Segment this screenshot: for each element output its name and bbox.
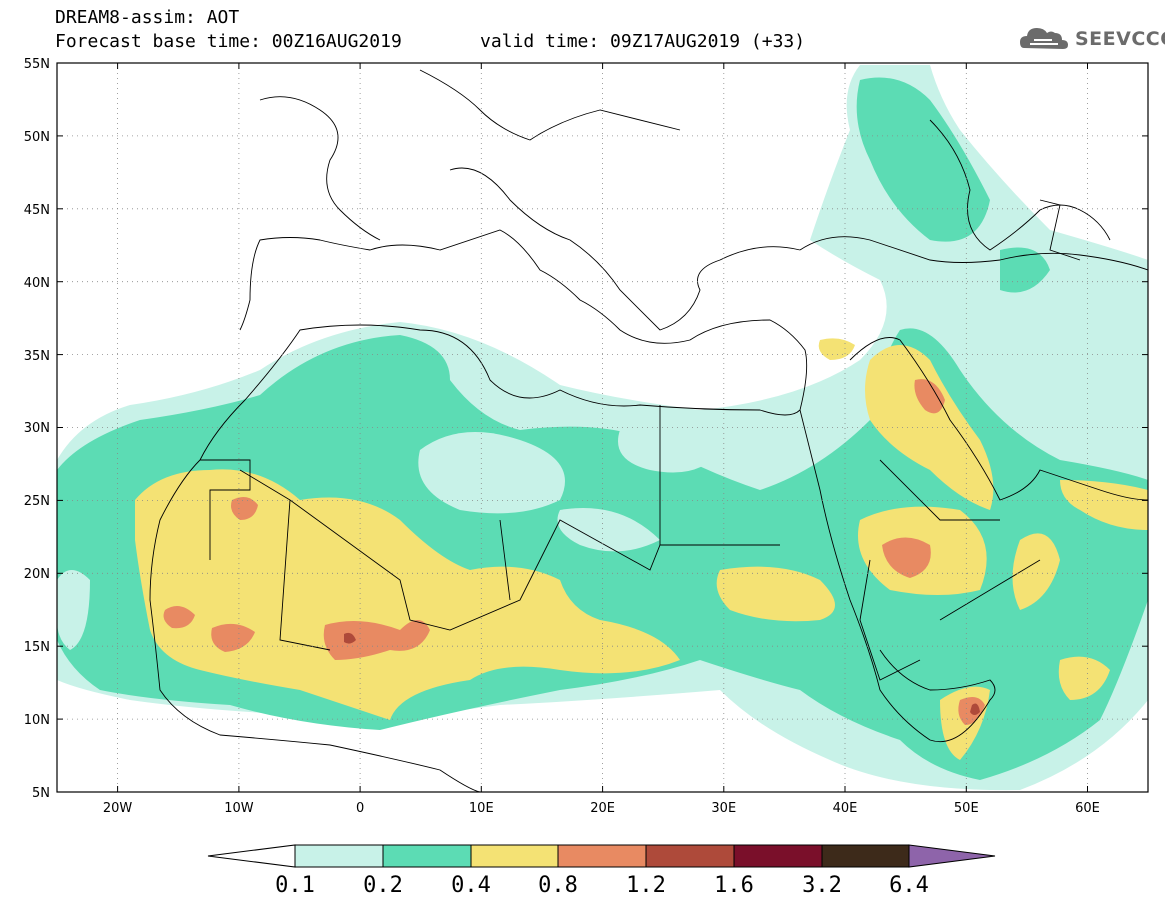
colorbar-swatch — [645, 844, 735, 868]
lon-label: 20E — [590, 801, 615, 816]
colorbar-swatch-above — [908, 844, 996, 868]
lat-label: 20N — [24, 567, 50, 582]
colorbar-swatch — [733, 844, 823, 868]
lon-label: 60E — [1075, 801, 1100, 816]
valid-time: valid time: 09Z17AUG2019 (+33) — [480, 31, 806, 52]
forecast-base-time: Forecast base time: 00Z16AUG2019 — [55, 31, 402, 52]
colorbar-label: 0.1 — [275, 873, 315, 898]
aot-patch-light — [618, 427, 720, 473]
cloud-icon — [1020, 28, 1068, 49]
colorbar-swatch — [382, 844, 472, 868]
logo-text: SEEVCCC — [1075, 28, 1165, 50]
aot-spot-1.2 — [344, 632, 356, 644]
aot-spot-0.8 — [163, 606, 195, 629]
coastlines — [149, 69, 1148, 792]
colorbar-swatch-below — [207, 844, 296, 868]
lat-label: 55N — [24, 57, 50, 72]
lat-label: 50N — [24, 130, 50, 145]
aot-spot-0.8 — [882, 537, 931, 578]
aot-spot-1.2 — [970, 703, 980, 715]
lat-ticks — [57, 62, 1148, 720]
aot-band-0.4 — [135, 469, 680, 720]
colorbar-label: 6.4 — [889, 873, 929, 898]
aot-spot-0.8 — [914, 379, 945, 414]
lat-label: 25N — [24, 494, 50, 509]
aot-patch-light — [418, 432, 565, 514]
aot-patch-0.4 — [865, 345, 994, 510]
aot-patch-0.2-north — [856, 77, 990, 242]
lon-label: 30E — [711, 801, 736, 816]
colorbar — [207, 844, 996, 868]
colorbar-label: 3.2 — [802, 873, 842, 898]
lon-label: 10E — [469, 801, 494, 816]
colorbar-swatch — [557, 844, 647, 868]
lon-label: 10W — [224, 801, 254, 816]
map-title: DREAM8-assim: AOT — [55, 7, 240, 28]
aot-patch-light — [557, 508, 660, 552]
gridlines — [57, 63, 1148, 792]
aot-patch-0.4 — [716, 566, 835, 622]
lon-label: 50E — [954, 801, 979, 816]
lat-label: 30N — [24, 421, 50, 436]
lon-labels: 20W 10W 0 10E 20E 30E 40E 50E 60E — [103, 801, 1100, 816]
lat-label: 35N — [24, 349, 50, 364]
colorbar-label: 1.6 — [714, 873, 754, 898]
lat-label: 45N — [24, 203, 50, 218]
aot-patch-0.4 — [818, 338, 855, 360]
lat-label: 15N — [24, 640, 50, 655]
aot-spot-0.8 — [211, 623, 255, 652]
aot-patch-0.2-caspian — [1000, 247, 1050, 293]
colorbar-label: 1.2 — [626, 873, 666, 898]
lon-ticks — [117, 63, 1088, 792]
colorbar-labels: 0.1 0.2 0.4 0.8 1.2 1.6 3.2 6.4 — [275, 873, 929, 898]
aot-patch-0.4 — [1058, 656, 1110, 700]
colorbar-label: 0.8 — [538, 873, 578, 898]
lat-labels: 55N 50N 45N 40N 35N 30N 25N 20N 15N 10N … — [24, 57, 50, 801]
colorbar-label: 0.4 — [451, 873, 491, 898]
lat-label: 10N — [24, 713, 50, 728]
aot-patch-light — [57, 570, 90, 650]
lat-label: 40N — [24, 276, 50, 291]
aot-patch-0.4 — [1012, 533, 1060, 610]
colorbar-swatch — [470, 844, 559, 868]
lat-label: 5N — [32, 786, 50, 801]
aot-spot-0.8 — [231, 496, 258, 520]
colorbar-swatch — [294, 844, 384, 868]
colorbar-swatch — [821, 844, 910, 868]
lon-label: 40E — [833, 801, 858, 816]
colorbar-label: 0.2 — [363, 873, 403, 898]
aot-spot-0.8 — [323, 620, 430, 660]
lon-label: 0 — [356, 801, 364, 816]
aot-patch-0.4 — [1060, 480, 1148, 530]
lon-label: 20W — [103, 801, 133, 816]
seevccc-logo — [1018, 22, 1158, 58]
